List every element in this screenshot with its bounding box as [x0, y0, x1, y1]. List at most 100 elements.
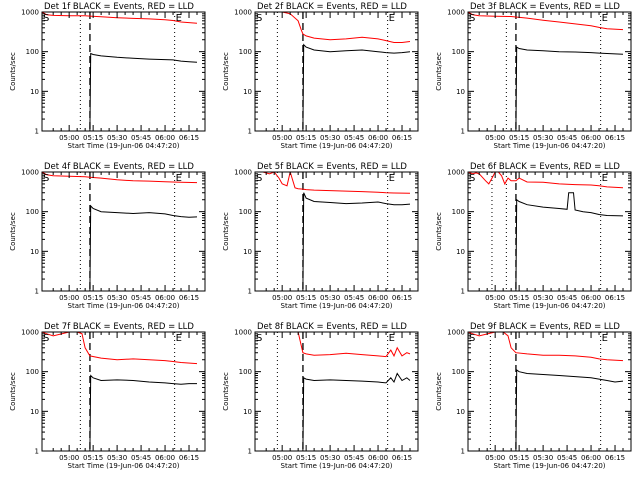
y-tick-label: 10 — [30, 88, 39, 96]
y-tick-label: 1 — [461, 448, 465, 456]
x-axis-label: Start Time (19-Jun-06 04:47:20) — [494, 462, 606, 470]
start-marker-label: S — [469, 333, 475, 344]
y-axis-label: Counts/sec — [9, 372, 17, 411]
x-tick-label: 06:00 — [155, 294, 175, 302]
y-tick-label: 10 — [456, 248, 465, 256]
y-tick-label: 100 — [26, 208, 39, 216]
x-tick-label: 05:00 — [485, 134, 505, 142]
start-marker-label: S — [469, 13, 475, 24]
x-tick-label: 05:00 — [59, 454, 79, 462]
panel-title: Det 3f BLACK = Events, RED = LLD — [470, 2, 620, 12]
y-tick-label: 1000 — [234, 329, 252, 337]
lld-series-line — [255, 12, 411, 43]
x-tick-label: 05:00 — [272, 454, 292, 462]
plot-frame — [41, 171, 206, 292]
x-tick-label: 05:30 — [107, 454, 127, 462]
y-tick-label: 1000 — [447, 169, 465, 177]
y-tick-label: 1 — [35, 128, 39, 136]
events-series-line — [515, 369, 624, 451]
panel-3: Det 3f BLACK = Events, RED = LLD 1 10 100 10… — [435, 2, 632, 150]
events-series-line — [302, 192, 411, 291]
y-tick-label: 10 — [30, 408, 39, 416]
x-tick-label: 05:00 — [485, 294, 505, 302]
events-series-line — [515, 192, 624, 291]
y-tick-label: 100 — [239, 48, 252, 56]
x-tick-label: 05:45 — [557, 134, 577, 142]
y-tick-label: 100 — [239, 368, 252, 376]
x-tick-label: 05:00 — [59, 294, 79, 302]
x-tick-label: 06:15 — [179, 454, 199, 462]
x-tick-label: 06:00 — [368, 294, 388, 302]
y-tick-label: 1000 — [21, 9, 39, 17]
x-tick-label: 05:30 — [533, 294, 553, 302]
panel-title: Det 2f BLACK = Events, RED = LLD — [257, 2, 407, 12]
x-axis-label: Start Time (19-Jun-06 04:47:20) — [68, 142, 180, 150]
events-series-line — [89, 204, 198, 291]
y-tick-label: 10 — [30, 248, 39, 256]
x-tick-label: 05:45 — [557, 294, 577, 302]
start-marker-label: S — [256, 13, 262, 24]
x-tick-label: 06:15 — [392, 134, 412, 142]
x-tick-label: 05:15 — [83, 454, 103, 462]
plot-frame — [467, 11, 632, 132]
x-tick-label: 05:15 — [296, 134, 316, 142]
events-series-line — [515, 46, 624, 131]
plot-frame — [41, 331, 206, 452]
end-marker-label: E — [389, 173, 395, 184]
end-marker-label: E — [602, 173, 608, 184]
y-tick-label: 1 — [35, 288, 39, 296]
x-tick-label: 05:15 — [509, 134, 529, 142]
y-tick-label: 1 — [248, 448, 252, 456]
y-tick-label: 1000 — [234, 169, 252, 177]
x-tick-label: 05:00 — [59, 134, 79, 142]
y-tick-label: 10 — [243, 248, 252, 256]
x-tick-label: 05:45 — [344, 294, 364, 302]
x-tick-label: 05:30 — [533, 134, 553, 142]
x-axis-label: Start Time (19-Jun-06 04:47:20) — [68, 302, 180, 310]
lld-series-line — [42, 12, 198, 24]
x-tick-label: 06:15 — [605, 454, 625, 462]
panel-8: Det 8f BLACK = Events, RED = LLD 1 10 100 10… — [222, 322, 419, 470]
end-marker-label: E — [602, 13, 608, 24]
start-marker-label: S — [469, 173, 475, 184]
lld-series-line — [42, 332, 198, 365]
y-tick-label: 1 — [248, 128, 252, 136]
plot-frame — [254, 171, 419, 292]
x-tick-label: 05:45 — [344, 454, 364, 462]
end-marker-label: E — [176, 173, 182, 184]
panel-6: Det 6f BLACK = Events, RED = LLD 1 10 100 10… — [435, 162, 632, 310]
x-tick-label: 06:00 — [581, 454, 601, 462]
y-tick-label: 10 — [456, 408, 465, 416]
x-axis-label: Start Time (19-Jun-06 04:47:20) — [281, 302, 393, 310]
y-tick-label: 100 — [26, 368, 39, 376]
y-tick-label: 1 — [461, 128, 465, 136]
x-tick-label: 05:15 — [296, 294, 316, 302]
x-tick-label: 06:15 — [179, 134, 199, 142]
y-tick-label: 100 — [452, 208, 465, 216]
x-axis-label: Start Time (19-Jun-06 04:47:20) — [281, 462, 393, 470]
y-axis-label: Counts/sec — [435, 212, 443, 251]
x-tick-label: 06:00 — [581, 134, 601, 142]
events-series-line — [302, 372, 411, 451]
y-tick-label: 1 — [248, 288, 252, 296]
end-marker-label: E — [389, 333, 395, 344]
y-tick-label: 100 — [452, 48, 465, 56]
start-marker-label: S — [43, 173, 49, 184]
plot-frame — [467, 171, 632, 292]
panel-4: Det 4f BLACK = Events, RED = LLD 1 10 100 10… — [9, 162, 206, 310]
y-axis-label: Counts/sec — [222, 52, 230, 91]
panel-7: Det 7f BLACK = Events, RED = LLD 1 10 100 10… — [9, 322, 206, 470]
x-tick-label: 06:00 — [368, 454, 388, 462]
x-tick-label: 05:30 — [320, 454, 340, 462]
x-tick-label: 06:15 — [392, 294, 412, 302]
x-tick-label: 05:30 — [320, 134, 340, 142]
start-marker-label: S — [256, 173, 262, 184]
panel-1: Det 1f BLACK = Events, RED = LLD 1 10 100 10… — [9, 2, 206, 150]
y-tick-label: 100 — [452, 368, 465, 376]
x-tick-label: 05:30 — [320, 294, 340, 302]
x-axis-label: Start Time (19-Jun-06 04:47:20) — [68, 462, 180, 470]
y-tick-label: 10 — [243, 408, 252, 416]
panel-title: Det 1f BLACK = Events, RED = LLD — [44, 2, 194, 12]
events-series-line — [89, 52, 198, 131]
y-tick-label: 100 — [239, 208, 252, 216]
